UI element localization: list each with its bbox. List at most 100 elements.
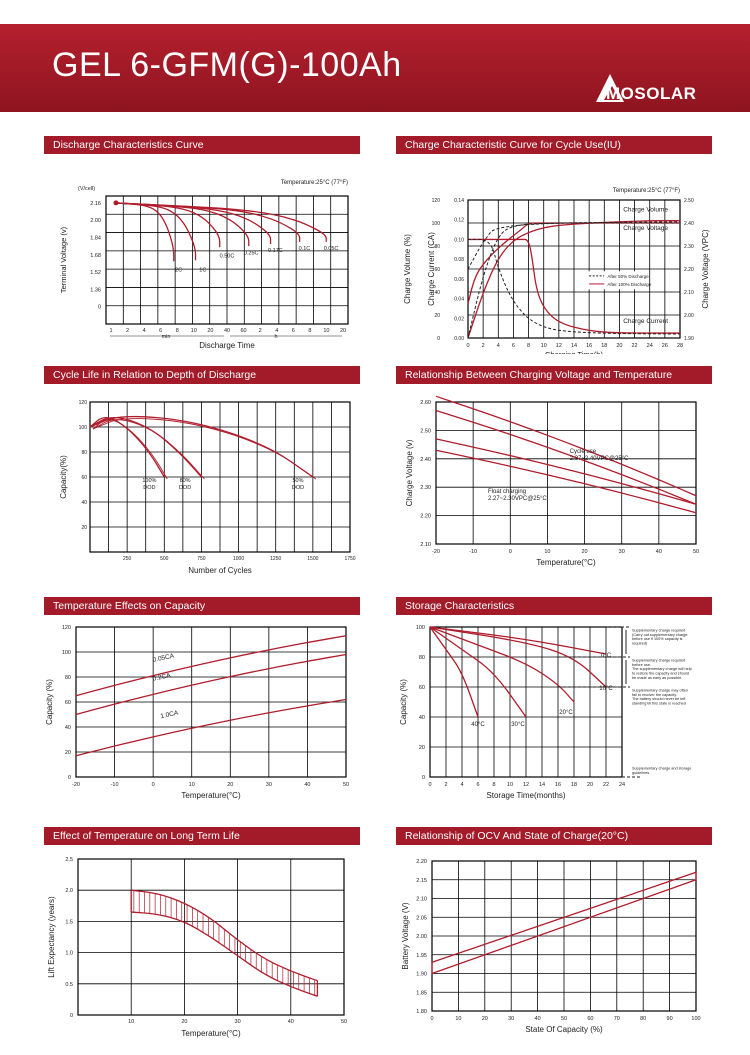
x-tick-label: 20: [207, 328, 213, 334]
y-tick-label: 120: [79, 400, 88, 406]
y-tick-label: 1.80: [416, 1009, 427, 1015]
y-tick-label: 100: [416, 625, 425, 631]
series-label: 50%: [292, 478, 303, 484]
y-tick-volume: 20: [434, 313, 440, 319]
x-tick-label: 20: [616, 343, 622, 349]
note-cycle-use: Cycle use 2.37~2.40VPC@25°C: [570, 449, 629, 462]
x-tick-label: 24: [619, 782, 625, 788]
y-axis-label: Lift Expectancy (years): [47, 896, 56, 978]
panel-title: Effect of Temperature on Long Term Life: [44, 827, 360, 845]
y-tick-volume: 60: [434, 267, 440, 273]
x-tick-label: 4: [143, 328, 146, 334]
storage-note: Supplementary charge required before use.…: [632, 659, 692, 680]
leaf-triangle-logo-icon: [596, 74, 624, 102]
y-axis-label-current: Charge Current (CA): [427, 232, 436, 306]
x-tick-label: 40: [656, 549, 662, 555]
x-group-label: min: [162, 334, 171, 340]
x-tick-label: 1500: [307, 556, 318, 562]
y-tick-label: 2.20: [416, 859, 427, 865]
x-group-label: h: [274, 334, 277, 340]
y-tick-label: 60: [81, 475, 87, 481]
y-tick-label: 20: [81, 525, 87, 531]
y-tick-current: 0.12: [454, 218, 464, 224]
x-tick-label: 1000: [233, 556, 244, 562]
x-tick-label: 40: [304, 782, 310, 788]
series-label: 0.05CA: [152, 652, 175, 663]
y-axis-label: Capacity(%): [59, 455, 68, 499]
x-tick-label: 2: [444, 782, 447, 788]
x-tick-label: 750: [197, 556, 206, 562]
brand-name: MOSOLAR: [606, 84, 697, 103]
label-charge-voltage: Charge Voltage: [623, 225, 668, 232]
x-tick-label: 0: [430, 1016, 433, 1022]
y-tick-label: 2.50: [420, 428, 431, 434]
charge-chart: Temperature:25°C (77°F)1201008060402000.…: [403, 188, 710, 354]
y-tick-voltage: 2.30: [684, 244, 694, 250]
panel-tempcap: Temperature Effects on Capacity 120 100 80…: [44, 597, 360, 815]
y-tick-volume: 120: [432, 198, 441, 204]
panel-title: Relationship Between Charging Voltage an…: [396, 366, 712, 384]
panel-title: Relationship of OCV And State of Charge(…: [396, 827, 712, 845]
x-tick-label: 100: [691, 1016, 700, 1022]
x-tick-label: 6: [159, 328, 162, 334]
storage-curve-4: [429, 626, 607, 655]
y-tick-voltage: 1.90: [684, 336, 694, 342]
x-tick-label: 22: [603, 782, 609, 788]
x-tick-label: 10: [507, 782, 513, 788]
x-tick-label: -10: [111, 782, 119, 788]
cycle-curve-band-0: [92, 419, 168, 480]
voltage-line-0: [435, 395, 697, 497]
series-label: DOD: [292, 485, 304, 491]
y-tick-label: 1.84: [90, 236, 101, 242]
ocv-chart: 2.20 2.15 2.10 2.05 2.00 1.95 1.90 1.85 1.800 10 2…: [401, 859, 701, 1034]
x-tick-label: 40: [288, 1019, 294, 1025]
cycle-chart: 120 100 80 60 40 20 250 500 750 1000 1250 1500 1750 N…: [59, 400, 356, 575]
x-tick-label: 20: [482, 1016, 488, 1022]
y-tick-label: 60: [419, 685, 425, 691]
series-label: 20°C: [559, 710, 573, 716]
x-tick-label: 30: [508, 1016, 514, 1022]
panel-ocv: Relationship of OCV And State of Charge(…: [396, 827, 712, 1055]
legend-label: After 100% Discharge: [607, 282, 651, 287]
charge-volume-50-curve: [467, 221, 681, 339]
storage-curve-0: [429, 626, 479, 718]
x-tick-label: 4: [460, 782, 463, 788]
capacity-line-1.0CA: [75, 698, 347, 757]
note-float-charging: Float charging 2.27~2.30VPC@25°C: [488, 489, 547, 502]
y-axis-label: Battery Voltage (V): [401, 902, 410, 969]
y-tick-volume: 80: [434, 244, 440, 250]
x-tick-label: 20: [582, 549, 588, 555]
y-tick-current: 0.02: [454, 316, 464, 322]
x-tick-label: 0: [152, 782, 155, 788]
y-tick-label: 2.10: [416, 897, 427, 903]
y-tick-label: 1.68: [90, 253, 101, 259]
x-tick-label: 500: [160, 556, 169, 562]
series-label: 0°C: [601, 653, 612, 659]
y-tick-label: 1.52: [90, 270, 101, 276]
y-axis-label-voltage: Charge Voltage (VPC): [701, 229, 710, 308]
x-tick-label: 50: [693, 549, 699, 555]
x-tick-label: 8: [176, 328, 179, 334]
storage-curve-2: [429, 626, 575, 703]
x-axis-label: State Of Capacity (%): [525, 1025, 603, 1034]
panel-title: Charge Characteristic Curve for Cycle Us…: [396, 136, 712, 154]
y-tick-label: 2.0: [65, 888, 73, 894]
y-tick-volume: 100: [432, 221, 441, 227]
x-tick-label: 28: [677, 343, 683, 349]
x-axis-label: Temperature(°C): [536, 558, 596, 567]
series-label: 0.50C: [220, 254, 235, 260]
y-tick-label: 1.36: [90, 287, 101, 293]
y-tick-label: 0: [68, 775, 71, 781]
series-label: 0.1C: [299, 246, 311, 252]
x-tick-label: 1250: [270, 556, 281, 562]
y-axis-label: Capacity (%): [45, 679, 54, 725]
label-charge-current: Charge Current: [623, 318, 668, 325]
y-tick-voltage: 2.00: [684, 313, 694, 319]
x-tick-label: -10: [469, 549, 477, 555]
x-tick-label: 1750: [344, 556, 355, 562]
x-tick-label: 26: [662, 343, 668, 349]
life-upper-curve: [131, 889, 318, 982]
x-tick-label: 90: [667, 1016, 673, 1022]
x-tick-label: 10: [455, 1016, 461, 1022]
